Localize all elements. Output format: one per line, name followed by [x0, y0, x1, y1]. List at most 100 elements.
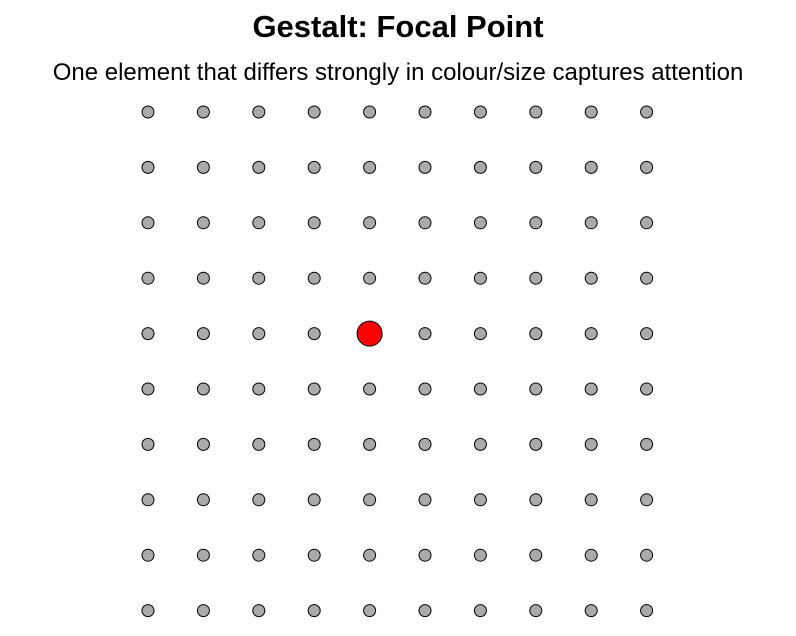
grid-dot	[584, 327, 598, 341]
grid-dot	[196, 160, 210, 174]
grid-dot	[363, 382, 377, 396]
grid-dot	[252, 105, 266, 119]
grid-dot	[141, 548, 155, 562]
grid-dot	[640, 382, 654, 396]
grid-dot	[363, 548, 377, 562]
grid-dot	[529, 271, 543, 285]
grid-dot	[141, 604, 155, 618]
grid-dot	[196, 604, 210, 618]
grid-dot	[529, 216, 543, 230]
grid-dot	[307, 548, 321, 562]
grid-dot	[196, 216, 210, 230]
grid-dot	[529, 548, 543, 562]
grid-dot	[473, 216, 487, 230]
grid-dot	[473, 548, 487, 562]
grid-dot	[584, 437, 598, 451]
grid-dot	[307, 216, 321, 230]
grid-dot	[196, 437, 210, 451]
grid-dot	[418, 604, 432, 618]
grid-dot	[307, 271, 321, 285]
grid-dot	[640, 327, 654, 341]
grid-dot	[252, 382, 266, 396]
figure-subtitle: One element that differs strongly in col…	[52, 59, 744, 86]
grid-dot	[252, 493, 266, 507]
grid-dot	[529, 327, 543, 341]
grid-dot	[141, 327, 155, 341]
grid-dot	[418, 437, 432, 451]
grid-dot	[418, 382, 432, 396]
grid-dot	[252, 548, 266, 562]
grid-dot	[529, 382, 543, 396]
grid-dot	[584, 271, 598, 285]
grid-dot	[473, 327, 487, 341]
grid-dot	[363, 437, 377, 451]
grid-dot	[473, 382, 487, 396]
grid-dot	[307, 437, 321, 451]
grid-dot	[363, 105, 377, 119]
grid-dot	[418, 548, 432, 562]
grid-dot	[529, 160, 543, 174]
grid-dot	[196, 548, 210, 562]
grid-dot	[584, 382, 598, 396]
grid-dot	[640, 160, 654, 174]
grid-dot	[363, 271, 377, 285]
grid-dot	[473, 493, 487, 507]
grid-dot	[418, 327, 432, 341]
grid-dot	[252, 271, 266, 285]
grid-dot	[307, 604, 321, 618]
grid-dot	[196, 105, 210, 119]
grid-dot	[529, 604, 543, 618]
grid-dot	[418, 493, 432, 507]
grid-dot	[584, 105, 598, 119]
figure-title: Gestalt: Focal Point	[252, 9, 544, 44]
grid-dot	[418, 160, 432, 174]
grid-dot	[473, 437, 487, 451]
grid-dot	[418, 105, 432, 119]
grid-dot	[196, 382, 210, 396]
grid-dot	[584, 493, 598, 507]
grid-dot	[640, 493, 654, 507]
grid-dot	[363, 604, 377, 618]
grid-dot	[584, 604, 598, 618]
grid-dot	[363, 493, 377, 507]
focal-dot	[356, 320, 383, 347]
grid-dot	[529, 437, 543, 451]
grid-dot	[473, 105, 487, 119]
grid-dot	[252, 604, 266, 618]
grid-dot	[141, 160, 155, 174]
grid-dot	[640, 271, 654, 285]
grid-dot	[584, 160, 598, 174]
grid-dot	[141, 216, 155, 230]
grid-dot	[640, 216, 654, 230]
grid-dot	[473, 604, 487, 618]
grid-dot	[307, 382, 321, 396]
grid-dot	[141, 382, 155, 396]
grid-dot	[418, 216, 432, 230]
grid-dot	[307, 160, 321, 174]
grid-dot	[252, 437, 266, 451]
grid-dot	[141, 271, 155, 285]
grid-dot	[252, 216, 266, 230]
grid-dot	[473, 160, 487, 174]
grid-dot	[529, 105, 543, 119]
grid-dot	[307, 327, 321, 341]
grid-dot	[640, 105, 654, 119]
grid-dot	[640, 548, 654, 562]
grid-dot	[196, 327, 210, 341]
grid-dot	[584, 216, 598, 230]
grid-dot	[252, 160, 266, 174]
grid-dot	[196, 271, 210, 285]
grid-dot	[141, 493, 155, 507]
grid-dot	[196, 493, 210, 507]
grid-dot	[307, 105, 321, 119]
grid-dot	[418, 271, 432, 285]
grid-dot	[252, 327, 266, 341]
grid-dot	[529, 493, 543, 507]
grid-dot	[640, 604, 654, 618]
grid-dot	[141, 437, 155, 451]
grid-dot	[584, 548, 598, 562]
grid-dot	[473, 271, 487, 285]
grid-dot	[363, 216, 377, 230]
